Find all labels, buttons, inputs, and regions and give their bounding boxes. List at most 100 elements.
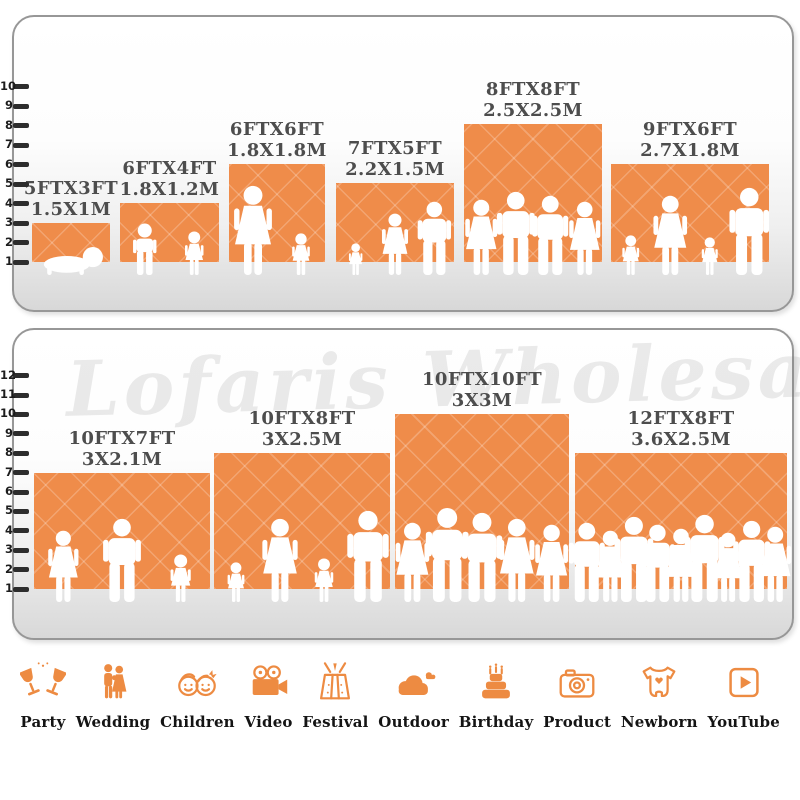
ruler-tick bbox=[13, 162, 29, 167]
backdrop-size-label: 10FTX7FT 3X2.1M bbox=[68, 427, 176, 470]
backdrop-box bbox=[229, 164, 325, 275]
ruler-tick bbox=[13, 240, 29, 245]
category-label: Birthday bbox=[458, 713, 534, 731]
backdrop-size-label: 7FTX5FT 2.2X1.5M bbox=[345, 137, 445, 180]
ruler-tick bbox=[13, 142, 29, 148]
category-party: Party bbox=[20, 660, 66, 731]
backdrop-size-label: 8FTX8FT 2.5X2.5M bbox=[483, 78, 583, 121]
category-label: YouTube bbox=[707, 713, 780, 731]
video-icon bbox=[252, 665, 287, 695]
backdrop-box bbox=[395, 414, 569, 602]
people-silhouettes bbox=[395, 507, 568, 602]
ruler-number: 8 bbox=[4, 117, 13, 132]
party-icon bbox=[20, 662, 66, 696]
ruler-tick bbox=[13, 84, 29, 89]
top-size-panel: 10 9 8 7 6 5 4 3 2 1 5FTX3FT 1.5X1M 6FTX4FT 1.8X1.2M 6… bbox=[0, 15, 794, 312]
category-label: Product bbox=[543, 713, 612, 731]
wedding-icon bbox=[104, 664, 127, 699]
category-wedding: Wedding bbox=[76, 660, 151, 731]
people-silhouettes bbox=[43, 247, 103, 275]
ruler-number: 10 bbox=[0, 406, 17, 421]
category-children: Children bbox=[160, 660, 235, 731]
ruler-tick bbox=[13, 411, 29, 417]
ruler-tick bbox=[13, 528, 29, 534]
backdrop-box bbox=[464, 124, 602, 275]
children-icon bbox=[178, 670, 218, 697]
ruler-number: 4 bbox=[4, 522, 13, 537]
backdrop-box bbox=[336, 183, 454, 275]
ruler-tick bbox=[13, 431, 29, 437]
backdrop-box bbox=[611, 164, 770, 275]
ruler-number: 9 bbox=[4, 425, 13, 440]
ruler-tick bbox=[13, 123, 29, 128]
ruler-tick bbox=[13, 220, 29, 226]
category-festival: Festival bbox=[302, 660, 368, 731]
people-silhouettes bbox=[227, 510, 389, 602]
backdrop-size-label: 10FTX10FT 3X3M bbox=[421, 368, 542, 411]
category-label: Newborn bbox=[620, 713, 698, 731]
backdrop-size-label: 9FTX6FT 2.7X1.8M bbox=[640, 118, 740, 161]
ruler-tick bbox=[13, 508, 29, 514]
backdrop-box bbox=[214, 453, 390, 602]
category-newborn: Newborn bbox=[621, 660, 698, 731]
category-label: Outdoor bbox=[378, 713, 449, 731]
festival-icon bbox=[320, 662, 351, 700]
ruler-number: 11 bbox=[0, 387, 17, 401]
ruler-tick bbox=[13, 103, 29, 109]
ruler-tick bbox=[13, 201, 29, 206]
people-silhouettes bbox=[348, 201, 451, 275]
backdrop-box bbox=[32, 223, 110, 275]
backdrop-size-label: 12FTX8FT 3.6X2.5M bbox=[627, 407, 735, 450]
category-outdoor: Outdoor bbox=[378, 660, 449, 731]
backdrop-size-label: 5FTX3FT 1.5X1M bbox=[23, 177, 119, 220]
birthday-icon bbox=[482, 663, 510, 699]
ruler-tick bbox=[13, 181, 29, 187]
ruler-number: 2 bbox=[4, 234, 13, 249]
people-silhouettes bbox=[465, 191, 601, 275]
people-silhouettes bbox=[622, 187, 770, 275]
category-label: Children bbox=[160, 713, 235, 731]
category-row: Party Wedding bbox=[20, 660, 780, 731]
backdrop-box bbox=[120, 203, 219, 275]
ruler-number: 7 bbox=[4, 464, 13, 479]
ruler-number: 12 bbox=[0, 367, 17, 382]
ruler-number: 10 bbox=[0, 78, 17, 93]
backdrop-box bbox=[568, 453, 792, 602]
ruler-number: 1 bbox=[4, 254, 13, 268]
ruler-tick bbox=[13, 373, 29, 379]
people-silhouettes bbox=[568, 514, 792, 602]
ruler-tick bbox=[13, 547, 29, 553]
ruler-number: 3 bbox=[4, 542, 13, 557]
newborn-icon bbox=[642, 666, 676, 698]
ruler-number: 5 bbox=[4, 176, 13, 190]
ruler-number: 7 bbox=[4, 137, 13, 151]
category-product: Product bbox=[543, 660, 611, 731]
category-birthday: Birthday bbox=[459, 660, 534, 731]
outdoor-icon bbox=[398, 672, 436, 695]
ruler-number: 6 bbox=[4, 156, 13, 171]
bottom-size-panel: Lofaris Wholesale 12 11 10 9 8 7 6 5 4 3 2 1 10FTX7F… bbox=[0, 323, 800, 640]
backdrop-size-label: 6FTX6FT 1.8X1.8M bbox=[227, 118, 327, 161]
ruler-number: 1 bbox=[4, 581, 13, 595]
ruler-tick bbox=[13, 259, 29, 265]
category-label: Festival bbox=[302, 713, 369, 731]
ruler-number: 4 bbox=[4, 195, 13, 210]
ruler-tick bbox=[13, 470, 29, 476]
people-silhouettes bbox=[48, 518, 191, 602]
ruler-number: 3 bbox=[4, 215, 13, 229]
youtube-icon bbox=[729, 667, 759, 698]
people-silhouettes bbox=[234, 185, 310, 275]
category-video: Video bbox=[245, 660, 293, 731]
category-label: Party bbox=[20, 713, 66, 731]
ruler-tick bbox=[13, 392, 29, 398]
backdrop-size-label: 6FTX4FT 1.8X1.2M bbox=[119, 157, 220, 200]
ruler-tick bbox=[13, 489, 29, 495]
ruler-tick bbox=[13, 450, 29, 456]
people-silhouettes bbox=[133, 223, 204, 275]
ruler-number: 2 bbox=[4, 561, 13, 576]
product-icon bbox=[559, 669, 595, 698]
backdrop-size-label: 10FTX8FT 3X2.5M bbox=[248, 407, 356, 450]
ruler-number: 9 bbox=[4, 98, 13, 112]
category-label: Wedding bbox=[75, 713, 151, 731]
